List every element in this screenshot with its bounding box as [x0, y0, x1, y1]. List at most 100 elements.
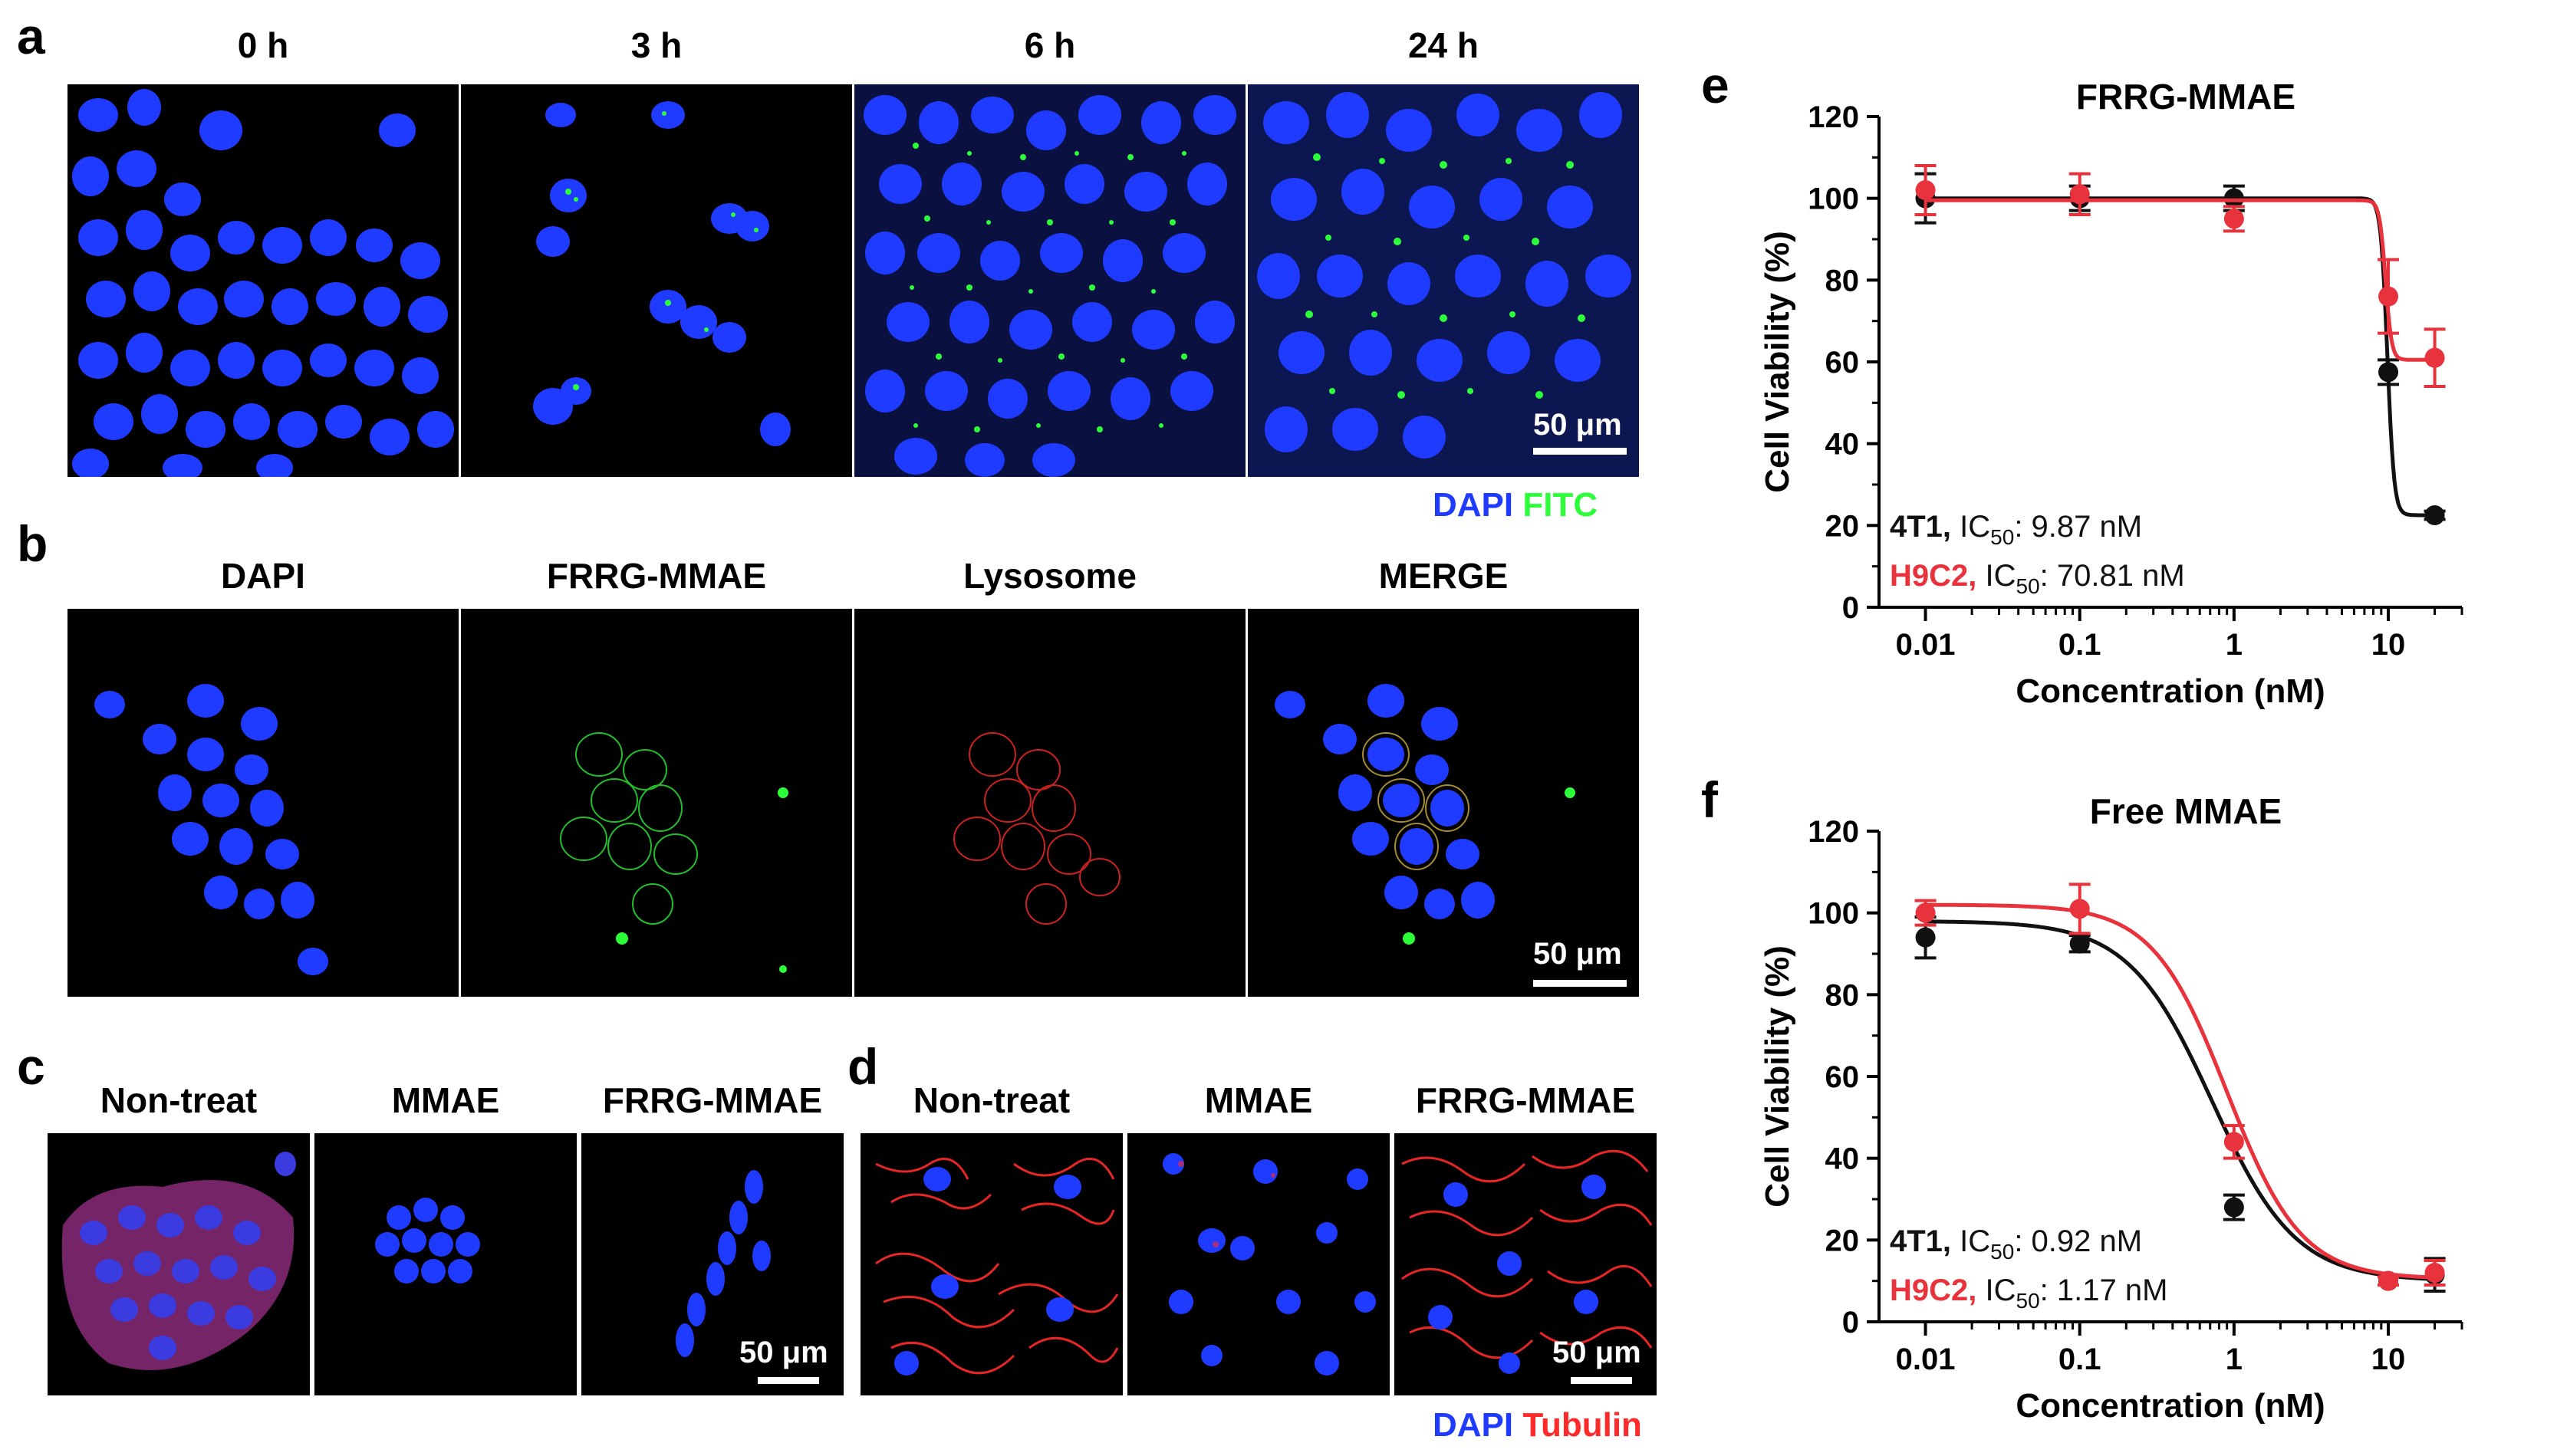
chart-f-point-h9c2 — [1915, 902, 1936, 923]
chart-f-point-h9c2 — [2069, 899, 2090, 919]
chart-e-legend-sub: 50 — [2016, 574, 2040, 598]
chart-e-xtick-label: 0.01 — [1896, 628, 1956, 662]
legend-a-dapi: DAPI — [1433, 486, 1514, 524]
chart-e-ytick-label: 120 — [1808, 100, 1859, 134]
header-b-dapi: DAPI — [221, 556, 305, 596]
chart-f-ytick-label: 40 — [1825, 1142, 1860, 1176]
scale-bar-label-c: 50 μm — [739, 1336, 828, 1369]
chart-e-point-4t1 — [2223, 188, 2244, 209]
chart-f-point-4t1 — [2069, 933, 2090, 954]
chart-e: FRRG-MMAE 0 20 40 60 80 100 120 0.01 0.1 1 10 Concen… — [1759, 77, 2463, 710]
legend-d-dapi: DAPI — [1433, 1406, 1514, 1444]
micrograph-a-6h — [854, 84, 1246, 477]
header-a-24h: 24 h — [1407, 25, 1479, 65]
legend-a-fitc: FITC — [1522, 486, 1598, 524]
chart-e-xlabel: Concentration (nM) — [2016, 672, 2325, 710]
chart-e-ytick-label: 40 — [1825, 428, 1860, 462]
chart-e-title: FRRG-MMAE — [2076, 77, 2295, 117]
chart-f: Free MMAE 0 20 40 60 80 100 120 0.01 0.1 1 10 Concen… — [1759, 791, 2463, 1425]
header-c-frrg: FRRG-MMAE — [602, 1080, 823, 1120]
micrograph-c-frrg: 50 μm — [581, 1133, 844, 1395]
chart-e-point-h9c2 — [1915, 180, 1936, 200]
panel-label-b: b — [17, 515, 48, 572]
header-d-mmae: MMAE — [1204, 1080, 1313, 1120]
header-b-frrg: FRRG-MMAE — [546, 556, 767, 596]
header-c-mmae: MMAE — [391, 1080, 500, 1120]
micrograph-b-frrg — [461, 609, 852, 997]
micrograph-a-24h: 50 μm — [1248, 84, 1639, 477]
header-b-merge: MERGE — [1378, 556, 1509, 596]
chart-f-legend-4t1: 4T1, IC50: 0.92 nM — [1890, 1224, 2142, 1264]
chart-e-ytick-label: 60 — [1825, 346, 1860, 380]
chart-e-legend-sub: 50 — [1990, 525, 2014, 549]
legend-d-tubulin: Tubulin — [1522, 1406, 1642, 1444]
header-a-3h: 3 h — [630, 25, 683, 65]
scale-bar-label-d: 50 μm — [1552, 1336, 1641, 1369]
header-c-nontreat: Non-treat — [100, 1080, 258, 1120]
scale-bar-d — [1571, 1377, 1632, 1384]
chart-e-point-h9c2 — [2223, 209, 2244, 229]
chart-f-ytick-label: 120 — [1808, 815, 1859, 849]
scale-bar-label-a: 50 μm — [1533, 408, 1622, 442]
chart-f-ytick-label: 100 — [1808, 897, 1859, 931]
micrograph-b-dapi — [67, 609, 459, 997]
chart-f-legend-h9c2: H9C2, IC50: 1.17 nM — [1890, 1274, 2167, 1313]
chart-f-legend-sub: 50 — [2016, 1289, 2040, 1313]
chart-e-legend-ic: IC — [1976, 559, 2016, 593]
chart-f-ytick-label: 20 — [1825, 1224, 1860, 1257]
chart-e-point-4t1 — [2424, 505, 2445, 525]
scale-bar-label-b: 50 μm — [1533, 937, 1622, 971]
chart-e-ytick-label: 20 — [1825, 509, 1860, 543]
panel-label-c: c — [17, 1038, 45, 1095]
header-a-6h: 6 h — [1024, 25, 1076, 65]
chart-f-ylabel: Cell Viability (%) — [1759, 945, 1796, 1208]
header-b-lysosome: Lysosome — [963, 556, 1137, 596]
legend-d: DAPI Tubulin — [1433, 1406, 1642, 1444]
chart-f-xlabel: Concentration (nM) — [2016, 1387, 2325, 1425]
chart-e-xtick-label: 0.1 — [2058, 628, 2101, 662]
chart-f-xtick-label: 0.01 — [1896, 1343, 1956, 1376]
chart-e-point-h9c2 — [2424, 347, 2445, 368]
chart-f-ytick-label: 0 — [1842, 1306, 1859, 1339]
scale-bar-b — [1533, 980, 1627, 987]
chart-f-ytick-label: 60 — [1825, 1060, 1860, 1094]
chart-e-legend-name: H9C2, — [1890, 559, 1976, 593]
chart-f-legend-name: 4T1, — [1890, 1224, 1951, 1258]
chart-e-fit-4t1 — [1925, 196, 2438, 518]
chart-e-xtick-label: 1 — [2226, 628, 2243, 662]
chart-f-point-h9c2 — [2424, 1263, 2445, 1283]
chart-f-point-h9c2 — [2378, 1270, 2399, 1291]
micrograph-b-merge: 50 μm — [1248, 609, 1639, 997]
chart-e-legend-value: : 9.87 nM — [2014, 510, 2142, 544]
micrograph-d-mmae — [1127, 1133, 1390, 1395]
chart-f-point-4t1 — [1915, 927, 1936, 948]
micrograph-d-frrg: 50 μm — [1394, 1133, 1657, 1395]
chart-e-legend-name: 4T1, — [1890, 510, 1951, 544]
panel-label-d: d — [847, 1038, 879, 1095]
chart-f-fit-h9c2 — [1925, 902, 2438, 1280]
chart-e-legend-h9c2: H9C2, IC50: 70.81 nM — [1890, 559, 2185, 598]
scale-bar-a — [1533, 448, 1627, 455]
chart-f-fit-4t1 — [1925, 919, 2438, 1281]
micrograph-a-0h — [67, 84, 459, 477]
chart-f-legend-value: : 1.17 nM — [2040, 1274, 2168, 1307]
chart-e-ytick-label: 80 — [1825, 264, 1860, 297]
chart-e-legend-value: : 70.81 nM — [2040, 559, 2185, 593]
chart-f-legend-value: : 0.92 nM — [2014, 1224, 2142, 1258]
legend-a: DAPI FITC — [1433, 486, 1598, 524]
chart-e-ytick-label: 100 — [1808, 182, 1859, 216]
chart-e-point-h9c2 — [2378, 286, 2399, 307]
panel-label-e: e — [1701, 57, 1729, 113]
header-d-nontreat: Non-treat — [913, 1080, 1071, 1120]
chart-f-xtick-label: 1 — [2226, 1343, 2243, 1376]
header-d-frrg: FRRG-MMAE — [1415, 1080, 1636, 1120]
chart-f-xtick-label: 0.1 — [2058, 1343, 2101, 1376]
chart-e-legend-ic: IC — [1951, 510, 1990, 544]
chart-e-xtick-label: 10 — [2371, 628, 2406, 662]
micrograph-a-3h — [461, 84, 852, 477]
chart-f-title: Free MMAE — [2090, 791, 2282, 831]
chart-f-xtick-label: 10 — [2371, 1343, 2406, 1376]
scale-bar-c — [758, 1377, 819, 1384]
chart-f-point-4t1 — [2223, 1197, 2244, 1218]
chart-e-ytick-label: 0 — [1842, 591, 1859, 625]
